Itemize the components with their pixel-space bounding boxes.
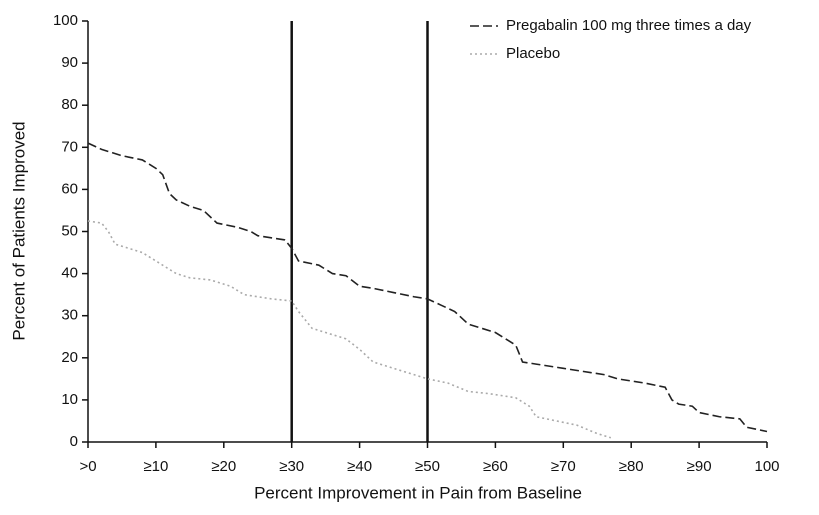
x-axis-label: Percent Improvement in Pain from Baselin… — [254, 483, 582, 502]
y-tick-label: 20 — [61, 349, 78, 366]
y-tick-label: 50 — [61, 222, 78, 239]
x-tick-label: >0 — [79, 458, 96, 475]
y-axis-label: Percent of Patients Improved — [9, 121, 28, 340]
x-tick-label: ≥20 — [211, 458, 236, 475]
x-tick-label: 100 — [754, 458, 779, 475]
x-tick-label: ≥60 — [483, 458, 508, 475]
y-tick-label: 10 — [61, 391, 78, 408]
y-tick-label: 30 — [61, 307, 78, 324]
x-tick-label: ≥30 — [279, 458, 304, 475]
x-tick-label: ≥40 — [347, 458, 372, 475]
y-tick-label: 60 — [61, 180, 78, 197]
x-tick-label: ≥10 — [143, 458, 168, 475]
series-line — [87, 142, 768, 433]
y-tick-label: 40 — [61, 265, 78, 282]
legend-label: Placebo — [506, 45, 560, 62]
y-tick-label: 70 — [61, 138, 78, 155]
legend-label: Pregabalin 100 mg three times a day — [506, 17, 752, 34]
x-tick-label: ≥50 — [415, 458, 440, 475]
x-tick-label: ≥70 — [551, 458, 576, 475]
x-tick-label: ≥90 — [687, 458, 712, 475]
y-tick-label: 100 — [53, 12, 78, 29]
x-tick-label: ≥80 — [619, 458, 644, 475]
y-tick-label: 80 — [61, 96, 78, 113]
y-tick-label: 0 — [70, 433, 78, 450]
series-line — [87, 220, 612, 439]
y-tick-label: 90 — [61, 54, 78, 71]
